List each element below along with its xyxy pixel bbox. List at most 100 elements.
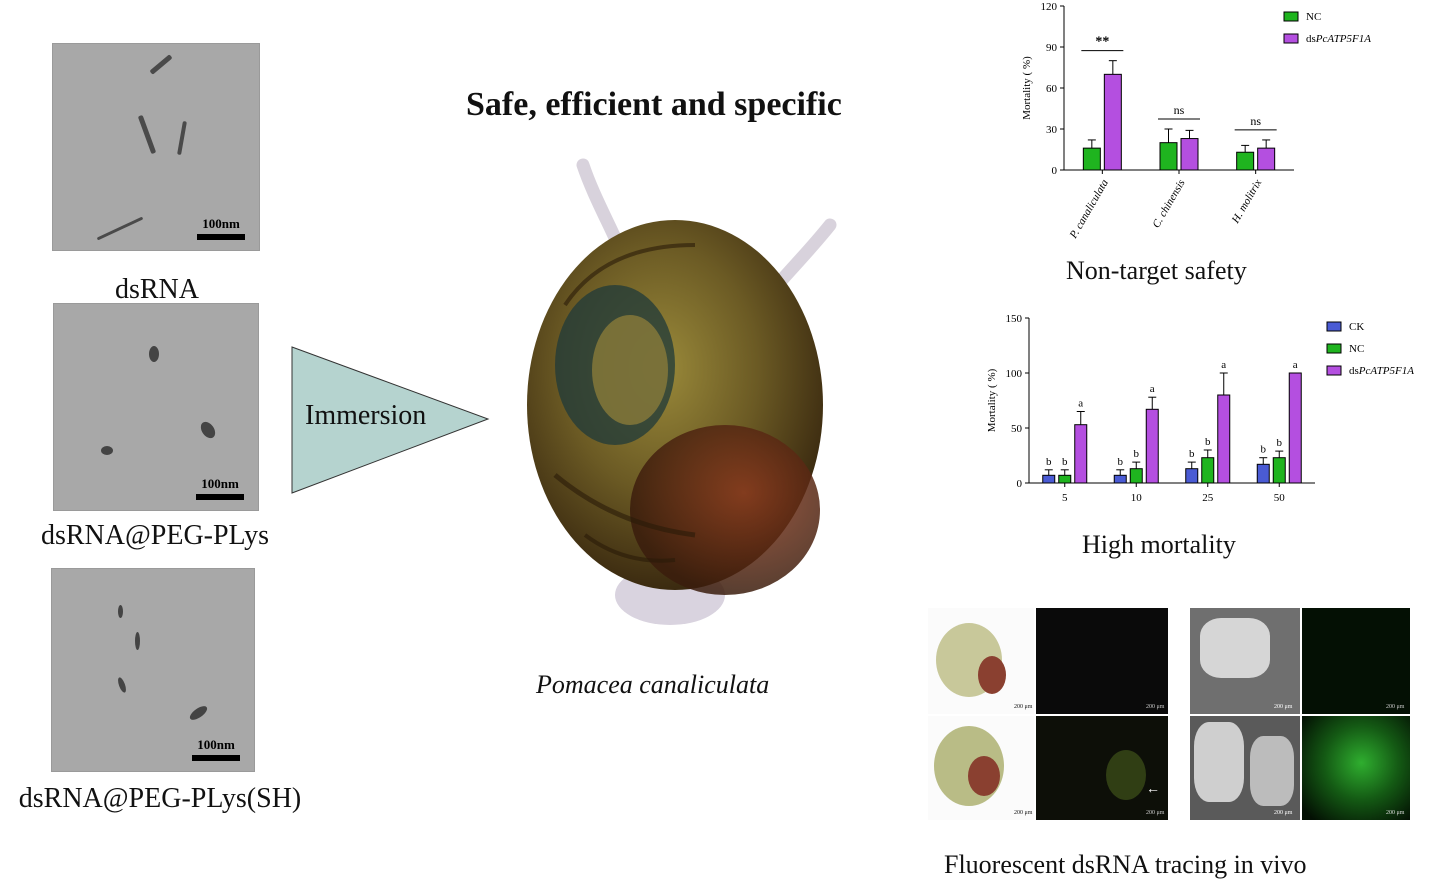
tem-image-dsrna-peg-plys-sh: 100nm bbox=[51, 568, 255, 772]
significance-mark: ** bbox=[1095, 35, 1109, 50]
significance-letter: b bbox=[1134, 448, 1140, 460]
tem-image-dsrna-peg-plys: 100nm bbox=[53, 303, 259, 511]
y-tick-label: 100 bbox=[1006, 368, 1023, 380]
bar bbox=[1129, 468, 1143, 484]
bar bbox=[1256, 463, 1270, 484]
y-tick-label: 0 bbox=[1017, 478, 1023, 490]
x-tick-label: 5 bbox=[1062, 492, 1068, 504]
snail-fluorescence-treated: ← 200 μm bbox=[1036, 716, 1168, 820]
significance-letter: b bbox=[1277, 437, 1283, 449]
significance-letter: a bbox=[1293, 359, 1298, 371]
significance-letter: b bbox=[1261, 444, 1267, 456]
tissue-fluorescence-treated: 200 μm bbox=[1302, 716, 1410, 820]
tissue-fluorescence-control: 200 μm bbox=[1302, 608, 1410, 714]
y-axis-label: Mortality ( %) bbox=[1021, 56, 1033, 120]
snail-fluorescence-control: 200 μm bbox=[1036, 608, 1168, 714]
legend-swatch bbox=[1326, 343, 1342, 354]
legend-label: CK bbox=[1349, 321, 1364, 333]
particle bbox=[137, 114, 157, 155]
particle bbox=[101, 446, 113, 455]
x-tick-label: 10 bbox=[1131, 492, 1143, 504]
significance-letter: b bbox=[1205, 436, 1211, 448]
scale-bar: 100nm bbox=[192, 737, 240, 761]
x-tick-label: 25 bbox=[1202, 492, 1214, 504]
particle bbox=[197, 419, 219, 441]
tem-label-dsrna-peg-plys-sh: dsRNA@PEG-PLys(SH) bbox=[18, 783, 302, 814]
bar bbox=[1058, 474, 1072, 484]
bar bbox=[1257, 147, 1276, 171]
y-tick-label: 30 bbox=[1046, 124, 1058, 136]
y-tick-label: 90 bbox=[1046, 42, 1058, 54]
significance-letter: a bbox=[1221, 359, 1226, 371]
scale-label: 200 μm bbox=[1014, 704, 1033, 710]
species-caption: Pomacea canaliculata bbox=[536, 670, 770, 699]
legend-label: dsPcATP5F1A bbox=[1349, 365, 1414, 377]
immersion-arrow bbox=[291, 346, 490, 494]
x-tick-label: H. molitrix bbox=[1229, 177, 1264, 226]
x-tick-label: 50 bbox=[1274, 492, 1286, 504]
tissue-brightfield-treated: 200 μm bbox=[1190, 716, 1300, 820]
legend-label: NC bbox=[1349, 343, 1364, 355]
significance-letter: a bbox=[1150, 383, 1155, 395]
bar bbox=[1288, 372, 1302, 484]
bar bbox=[1185, 468, 1199, 484]
significance-letter: a bbox=[1078, 398, 1083, 410]
scale-label: 200 μm bbox=[1274, 810, 1293, 816]
scale-label: 200 μm bbox=[1146, 704, 1165, 710]
legend-swatch bbox=[1283, 11, 1299, 22]
tem-label-dsrna: dsRNA bbox=[114, 274, 199, 305]
legend-swatch bbox=[1326, 365, 1342, 376]
chart-non-target-safety: 0 30 60 90 120 Mortality ( %) ** P. canaliculat… bbox=[1021, 1, 1371, 241]
chart1-caption: Non-target safety bbox=[1066, 256, 1247, 285]
fluorescence-panel-group: 200 μm 200 μm 200 μm ← 200 μm 200 μm 200… bbox=[928, 608, 1410, 820]
legend-swatch bbox=[1326, 321, 1342, 332]
tem-image-dsrna: 100nm bbox=[52, 43, 260, 251]
bar bbox=[1159, 142, 1178, 171]
x-tick-label: P. canaliculata bbox=[1067, 177, 1111, 241]
arrow-icon: ← bbox=[1146, 782, 1160, 797]
scale-label: 200 μm bbox=[1274, 704, 1293, 710]
snail-illustration bbox=[527, 158, 837, 625]
bar bbox=[1236, 151, 1255, 171]
legend-label: dsPcATP5F1A bbox=[1306, 33, 1371, 45]
significance-mark: ns bbox=[1250, 114, 1261, 128]
chart2-caption: High mortality bbox=[1082, 530, 1236, 559]
y-tick-label: 150 bbox=[1006, 313, 1023, 325]
x-tick-label: C. chinensis bbox=[1150, 178, 1187, 231]
bar bbox=[1272, 457, 1286, 484]
particle bbox=[96, 216, 144, 241]
particle bbox=[187, 703, 210, 723]
particle bbox=[116, 676, 128, 694]
bar bbox=[1074, 424, 1088, 484]
particle bbox=[118, 605, 123, 618]
bar bbox=[1201, 457, 1215, 484]
scale-label: 200 μm bbox=[1386, 810, 1405, 816]
legend-label: NC bbox=[1306, 11, 1321, 23]
significance-mark: ns bbox=[1174, 103, 1185, 117]
immersion-label: Immersion bbox=[305, 400, 427, 431]
y-tick-label: 0 bbox=[1052, 165, 1058, 177]
bar bbox=[1113, 474, 1127, 484]
legend-swatch bbox=[1283, 33, 1299, 44]
scale-label: 200 μm bbox=[1386, 704, 1405, 710]
bar bbox=[1180, 138, 1199, 171]
significance-letter: b bbox=[1189, 448, 1195, 460]
bar bbox=[1103, 73, 1122, 171]
particle bbox=[149, 346, 159, 362]
significance-letter: b bbox=[1046, 456, 1052, 468]
bar bbox=[1217, 394, 1231, 484]
scale-label: 200 μm bbox=[1014, 810, 1033, 816]
scale-bar: 100nm bbox=[197, 216, 245, 240]
page-heading: Safe, efficient and specific bbox=[466, 86, 842, 123]
bar bbox=[1042, 474, 1056, 484]
significance-letter: b bbox=[1118, 456, 1124, 468]
snail-brightfield-treated: 200 μm bbox=[928, 716, 1034, 820]
tissue-brightfield-control: 200 μm bbox=[1190, 608, 1300, 714]
scale-bar: 100nm bbox=[196, 476, 244, 500]
bar bbox=[1145, 408, 1159, 484]
fluo-caption: Fluorescent dsRNA tracing in vivo bbox=[944, 850, 1307, 879]
y-tick-label: 120 bbox=[1041, 1, 1058, 13]
scale-label: 200 μm bbox=[1146, 810, 1165, 816]
particle bbox=[177, 120, 187, 156]
